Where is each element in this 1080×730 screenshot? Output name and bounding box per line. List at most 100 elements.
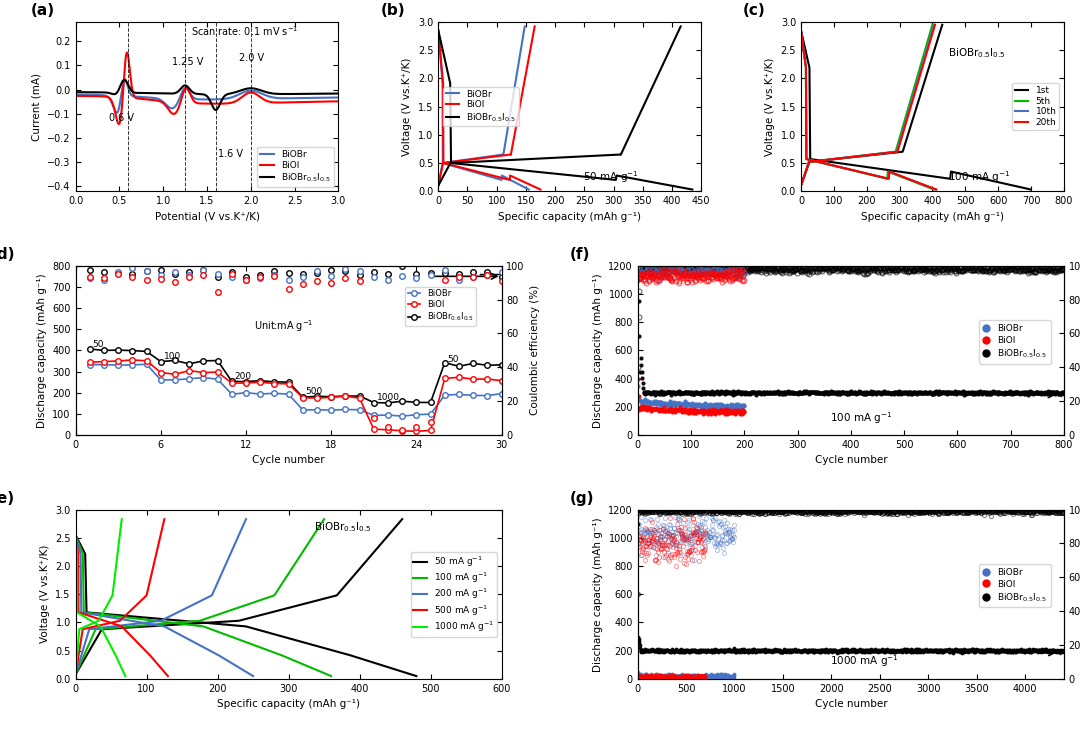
Point <box>864 387 881 399</box>
Point <box>859 645 876 657</box>
Point <box>634 646 651 658</box>
Point <box>904 387 921 399</box>
Point <box>734 407 752 419</box>
Point <box>653 645 671 656</box>
Point <box>876 645 893 656</box>
Point <box>681 671 699 683</box>
Point <box>665 669 683 681</box>
Point <box>935 645 953 656</box>
Point <box>675 404 692 415</box>
Point <box>1005 645 1023 657</box>
Point <box>929 645 946 656</box>
Point <box>640 387 658 399</box>
Point <box>710 670 727 682</box>
Point <box>877 386 894 398</box>
Text: (d): (d) <box>0 247 15 262</box>
Point <box>861 644 878 656</box>
Point <box>819 386 836 398</box>
Point <box>794 645 811 657</box>
Point <box>761 645 779 656</box>
Point <box>734 399 752 411</box>
Point <box>665 671 683 683</box>
Point <box>729 387 746 399</box>
Point <box>688 672 705 683</box>
Point <box>1027 386 1044 398</box>
Point <box>881 388 899 399</box>
Point <box>1011 388 1028 399</box>
Point <box>801 645 819 657</box>
Point <box>686 645 703 656</box>
Point <box>681 669 699 681</box>
Point <box>905 645 922 656</box>
Point <box>1018 645 1036 657</box>
Point <box>674 645 691 657</box>
Point <box>1048 388 1065 399</box>
Point <box>1026 387 1043 399</box>
Point <box>1025 644 1042 656</box>
Point <box>664 672 681 683</box>
Point <box>1029 645 1047 656</box>
Point <box>699 645 716 657</box>
Point <box>833 645 850 657</box>
Point <box>711 669 728 681</box>
Point <box>1027 645 1044 657</box>
Point <box>896 644 914 656</box>
Point <box>1005 387 1023 399</box>
Point <box>674 388 691 399</box>
Point <box>917 643 934 655</box>
Point <box>706 670 724 682</box>
Point <box>772 646 789 658</box>
Point <box>975 646 993 658</box>
Point <box>689 669 706 681</box>
Point <box>762 388 780 399</box>
Point <box>848 388 865 399</box>
Point <box>745 387 762 399</box>
Point <box>663 671 680 683</box>
Point <box>632 642 649 653</box>
Point <box>707 400 725 412</box>
Point <box>1035 645 1052 656</box>
Point <box>991 645 1009 656</box>
Point <box>650 398 667 410</box>
Point <box>798 386 815 398</box>
Point <box>937 644 955 656</box>
Point <box>646 387 663 399</box>
Point <box>928 645 945 656</box>
Point <box>929 388 946 399</box>
Point <box>885 644 902 656</box>
Point <box>634 396 651 407</box>
Point <box>812 645 829 656</box>
Point <box>707 671 725 683</box>
Point <box>715 645 732 656</box>
Point <box>920 386 937 398</box>
Point <box>989 644 1007 656</box>
Point <box>631 390 648 402</box>
Point <box>735 387 753 399</box>
Point <box>670 388 687 399</box>
Text: (b): (b) <box>380 3 405 18</box>
Point <box>1024 388 1041 399</box>
Point <box>678 669 696 681</box>
Point <box>985 388 1002 399</box>
Point <box>783 386 800 398</box>
Point <box>883 646 901 658</box>
Point <box>1013 387 1030 399</box>
Point <box>663 398 680 410</box>
Point <box>1034 388 1051 399</box>
Point <box>698 669 715 681</box>
Point <box>726 400 743 412</box>
Point <box>894 645 912 657</box>
Point <box>692 645 710 656</box>
Point <box>891 385 908 397</box>
Point <box>1039 645 1056 656</box>
Point <box>698 405 715 417</box>
Point <box>727 644 744 656</box>
Point <box>824 645 841 657</box>
Point <box>1026 388 1043 399</box>
Point <box>685 670 702 682</box>
Point <box>1016 387 1034 399</box>
Point <box>645 403 662 415</box>
Point <box>691 670 708 682</box>
Point <box>731 387 748 399</box>
Point <box>778 387 795 399</box>
